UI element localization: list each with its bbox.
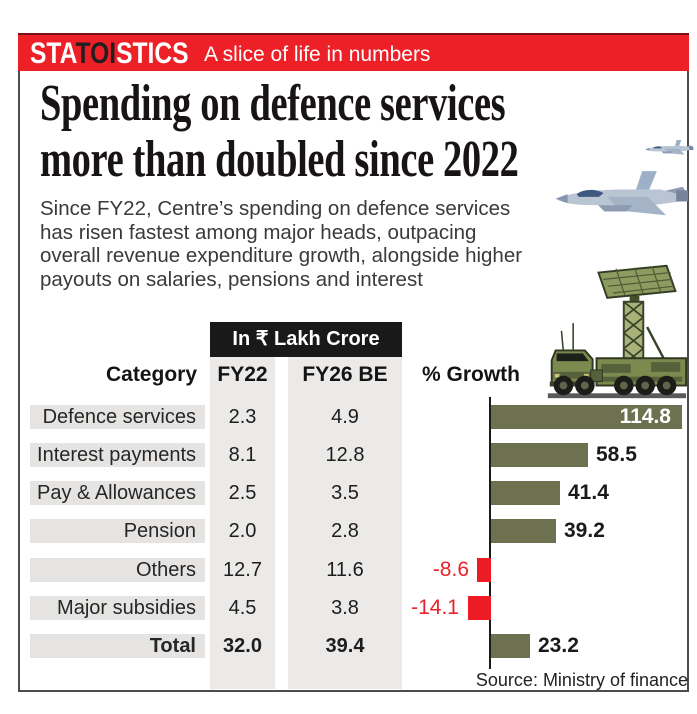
- intro-paragraph: Since FY22, Centre’s spending on defence…: [40, 197, 522, 291]
- growth-bar: [476, 558, 491, 582]
- growth-value-label: 23.2: [538, 634, 579, 657]
- fy22-value: 12.7: [223, 559, 262, 581]
- growth-value-label: 114.8: [619, 405, 671, 428]
- fy26-value: 3.8: [331, 597, 359, 619]
- chart-axis: [489, 397, 491, 669]
- row-label: Others: [135, 559, 196, 581]
- masthead-bar: STATOISTICS A slice of life in numbers: [18, 33, 689, 71]
- brand-sta: STA: [30, 37, 76, 70]
- growth-bar: [491, 481, 560, 505]
- fy22-value: 4.5: [228, 597, 257, 619]
- table-row: Others: [30, 558, 205, 582]
- table-row: Pension: [30, 519, 205, 543]
- table-row: Major subsidies: [30, 596, 205, 620]
- fy26-value: 3.5: [331, 482, 359, 504]
- growth-value-label: 58.5: [596, 443, 637, 466]
- fy22-value: 2.3: [228, 406, 257, 428]
- brand-stics: STICS: [116, 37, 189, 70]
- growth-value-label: -8.6: [432, 558, 469, 581]
- column-header-growth: % Growth: [422, 363, 520, 386]
- fy26-value: 4.9: [331, 406, 359, 428]
- page-title: Spending on defence services more than d…: [40, 76, 519, 188]
- growth-bar: [491, 443, 589, 467]
- fy26-value: 12.8: [325, 444, 365, 466]
- fy26-column-stripe: [288, 357, 402, 689]
- masthead-tagline: A slice of life in numbers: [204, 43, 431, 66]
- growth-bar: [467, 596, 491, 620]
- table-row: Pay & Allowances: [30, 481, 205, 505]
- fighter-jet-icon-large: [552, 164, 690, 226]
- fighter-jet-icon-small: [644, 134, 694, 162]
- masthead-brand: STATOISTICS: [30, 38, 189, 70]
- table-row: Defence services: [30, 405, 205, 429]
- fy26-value: 39.4: [325, 635, 365, 657]
- row-label: Pay & Allowances: [37, 482, 196, 504]
- headline-line-2: more than doubled since 2022: [40, 131, 519, 188]
- growth-value-label: -14.1: [411, 596, 459, 619]
- row-label: Defence services: [42, 406, 196, 428]
- fy22-value: 8.1: [228, 444, 257, 466]
- growth-value-label: 39.2: [564, 519, 605, 542]
- column-header-fy26: FY26 BE: [302, 363, 388, 386]
- column-header-fy22: FY22: [217, 363, 268, 386]
- growth-bar: [491, 519, 557, 543]
- fy22-value: 32.0: [223, 635, 262, 657]
- table-row-total: Total: [30, 634, 205, 658]
- fy22-value: 2.0: [228, 520, 257, 542]
- fy26-value: 11.6: [326, 559, 364, 581]
- fy26-value: 2.8: [331, 520, 359, 542]
- headline-line-1: Spending on defence services: [40, 75, 506, 132]
- source-note: Source: Ministry of finance: [475, 670, 688, 690]
- growth-bar: [491, 405, 682, 429]
- column-header-category: Category: [105, 363, 197, 386]
- fy22-column-stripe: [210, 357, 275, 689]
- row-label: Interest payments: [37, 444, 196, 466]
- fy22-value: 2.5: [228, 482, 257, 504]
- intro-line: Since FY22, Centre’s spending on defence…: [40, 197, 511, 220]
- growth-value-label: 41.4: [568, 481, 609, 504]
- unit-label: In ₹ Lakh Crore: [210, 322, 402, 357]
- intro-line: has risen fastest among major heads, out…: [40, 220, 477, 244]
- row-label: Major subsidies: [57, 597, 196, 619]
- intro-line: overall revenue expenditure growth, alon…: [40, 244, 523, 267]
- intro-line: payouts on salaries, pensions and intere…: [40, 267, 423, 291]
- brand-toi: TOI: [75, 37, 117, 70]
- table-row: Interest payments: [30, 443, 205, 467]
- radar-truck-icon: [542, 257, 690, 403]
- growth-bar: [491, 634, 530, 658]
- row-label: Total: [149, 635, 196, 657]
- row-label: Pension: [123, 520, 196, 542]
